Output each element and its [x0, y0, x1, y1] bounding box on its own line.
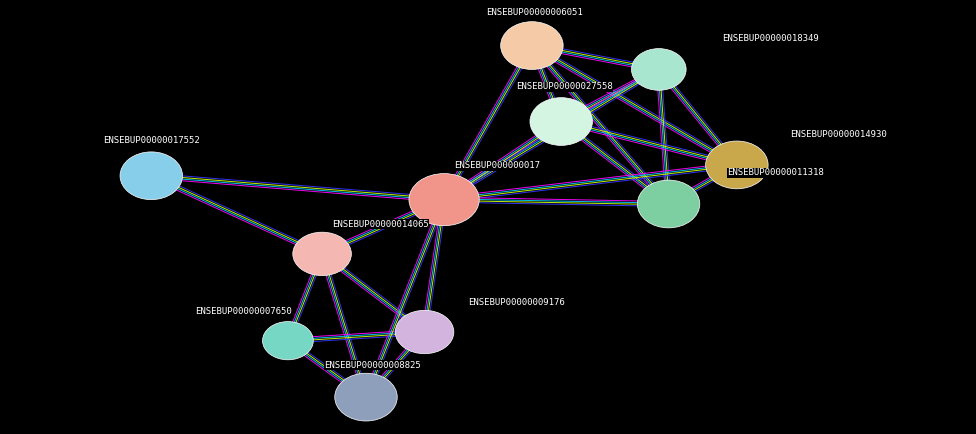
Text: ENSEBUP00000011318: ENSEBUP00000011318	[727, 168, 824, 177]
Ellipse shape	[409, 174, 479, 226]
Text: ENSEBUP00000014065: ENSEBUP00000014065	[332, 220, 428, 229]
Text: ENSEBUP00000018349: ENSEBUP00000018349	[722, 34, 819, 43]
Ellipse shape	[335, 373, 397, 421]
Ellipse shape	[395, 310, 454, 354]
Text: ENSEBUP00000009176: ENSEBUP00000009176	[468, 298, 565, 307]
Ellipse shape	[631, 49, 686, 90]
Text: ENSEBUP000000017: ENSEBUP000000017	[454, 161, 540, 170]
Ellipse shape	[501, 22, 563, 69]
Ellipse shape	[706, 141, 768, 189]
Text: ENSEBUP00000027558: ENSEBUP00000027558	[515, 82, 613, 91]
Text: ENSEBUP00000006051: ENSEBUP00000006051	[486, 8, 584, 17]
Text: ENSEBUP00000017552: ENSEBUP00000017552	[102, 136, 200, 145]
Ellipse shape	[530, 98, 592, 145]
Ellipse shape	[263, 322, 313, 360]
Text: ENSEBUP00000007650: ENSEBUP00000007650	[195, 307, 292, 316]
Text: ENSEBUP00000008825: ENSEBUP00000008825	[324, 361, 422, 370]
Ellipse shape	[293, 232, 351, 276]
Ellipse shape	[637, 180, 700, 228]
Ellipse shape	[120, 152, 183, 200]
Text: ENSEBUP00000014930: ENSEBUP00000014930	[791, 130, 887, 139]
